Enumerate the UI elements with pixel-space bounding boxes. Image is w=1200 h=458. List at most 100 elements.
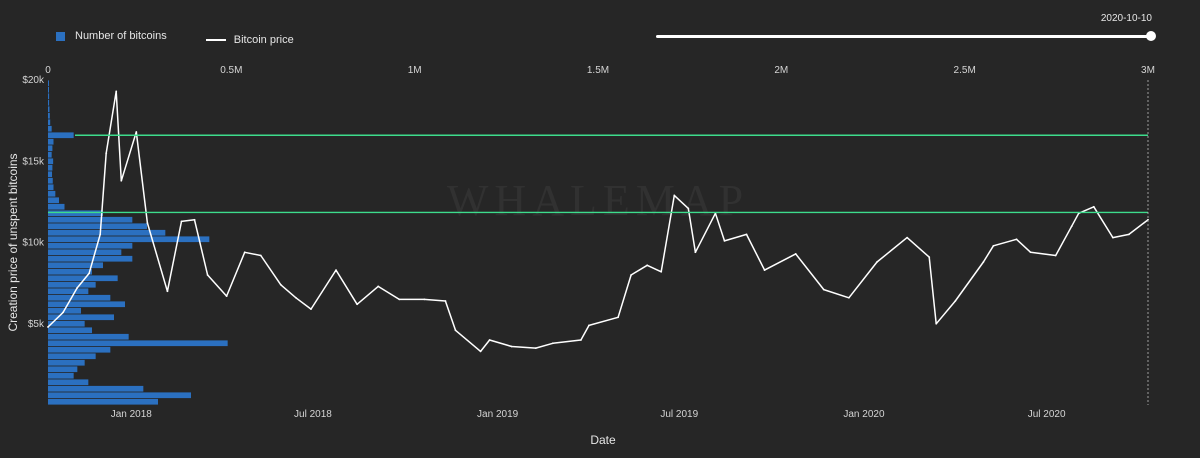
price-point-19 [310,308,312,311]
price-point-51 [935,322,938,325]
legend-item-price[interactable]: Bitcoin price [205,34,294,46]
bar-bin-40 [48,340,228,347]
price-point-26 [454,329,457,332]
bar-bin-3 [48,99,50,106]
bar-bin-7 [48,125,52,132]
bar-bin-9 [48,138,54,145]
price-point-6 [115,90,118,93]
bar-bin-30 [48,275,118,282]
price-point-3 [88,272,91,275]
bar-bin-25 [48,242,133,249]
price-point-5 [105,152,108,155]
bar-bin-37 [48,320,85,327]
price-point-20 [335,269,337,272]
watermark-text: WHALEMAP [447,176,749,225]
x-tick-2: Jan 2019 [477,409,519,420]
price-point-53 [982,261,985,263]
chart-legend: Number of bitcoins Bitcoin price [56,30,330,46]
bar-bin-45 [48,372,74,379]
x-tick-4: Jan 2020 [843,409,885,420]
price-point-60 [1092,205,1095,208]
price-point-54 [992,244,995,247]
bar-bin-44 [48,366,78,373]
date-slider[interactable]: 2020-10-10 [656,10,1156,50]
bar-bin-12 [48,158,54,165]
price-point-1 [62,311,64,314]
price-point-49 [906,236,909,239]
bar-bin-1 [48,86,49,93]
price-point-31 [551,342,554,345]
bar-bin-29 [48,268,92,275]
price-point-58 [1070,225,1073,228]
price-point-0 [47,326,49,328]
price-point-46 [822,288,825,291]
bar-bin-23 [48,229,166,236]
price-point-57 [1054,254,1057,257]
price-point-34 [617,316,619,319]
bar-bin-21 [48,216,133,223]
price-point-30 [534,347,537,350]
price-point-62 [1128,233,1130,236]
price-point-4 [99,233,102,236]
slider-handle[interactable] [1146,31,1156,41]
legend-label-bars: Number of bitcoins [75,30,167,42]
bar-bin-28 [48,262,103,269]
y-tick-1: $10k [22,238,45,249]
price-point-9 [146,222,149,224]
price-line [47,90,1149,353]
y-tick-2: $15k [22,156,45,167]
price-point-35 [630,274,633,276]
bar-bin-34 [48,301,125,308]
price-point-18 [295,296,297,299]
price-point-44 [763,269,766,272]
price-point-33 [588,324,590,327]
bar-bin-39 [48,333,129,340]
x-tick-1: Jul 2018 [294,409,332,420]
legend-item-bars[interactable]: Number of bitcoins [56,30,167,42]
price-point-39 [687,207,690,210]
bar-bin-36 [48,314,114,321]
bar-bin-19 [48,203,65,210]
price-point-12 [193,218,196,221]
price-point-29 [510,345,513,348]
price-point-56 [1029,251,1032,254]
price-point-15 [243,251,246,254]
price-point-48 [876,261,878,263]
price-point-47 [848,296,850,299]
price-point-2 [76,287,79,289]
price-point-50 [928,256,931,259]
bar-bin-2 [48,93,50,100]
bar-bin-15 [48,177,53,184]
price-point-8 [135,131,138,133]
price-point-36 [646,264,649,267]
top-tick-4: 2M [774,65,788,76]
slider-track[interactable] [656,35,1150,38]
price-point-52 [954,300,957,302]
y-tick-0: $5k [28,319,45,330]
bar-bin-4 [48,106,50,113]
price-point-25 [444,300,447,302]
y-tick-20k: $20k [22,75,45,86]
top-tick-2: 1M [408,65,422,76]
price-point-14 [225,295,228,298]
bar-bin-48 [48,392,191,399]
bar-bin-17 [48,190,56,197]
price-point-37 [660,270,663,273]
top-tick-5: 2.5M [954,65,976,76]
bar-bin-5 [48,112,50,119]
x-axis-title: Date [590,433,616,447]
bar-bin-22 [48,223,147,230]
bar-bin-10 [48,145,53,152]
bar-bin-43 [48,359,85,366]
top-tick-0: 0 [45,65,51,76]
x-tick-0: Jan 2018 [111,409,153,420]
price-point-22 [377,285,380,288]
price-point-23 [398,298,401,301]
price-point-63 [1147,218,1149,221]
top-tick-1: 0.5M [220,65,242,76]
bar-bin-8 [48,132,74,139]
bar-bin-46 [48,379,89,386]
bar-bin-18 [48,197,59,204]
bar-bin-47 [48,385,144,392]
